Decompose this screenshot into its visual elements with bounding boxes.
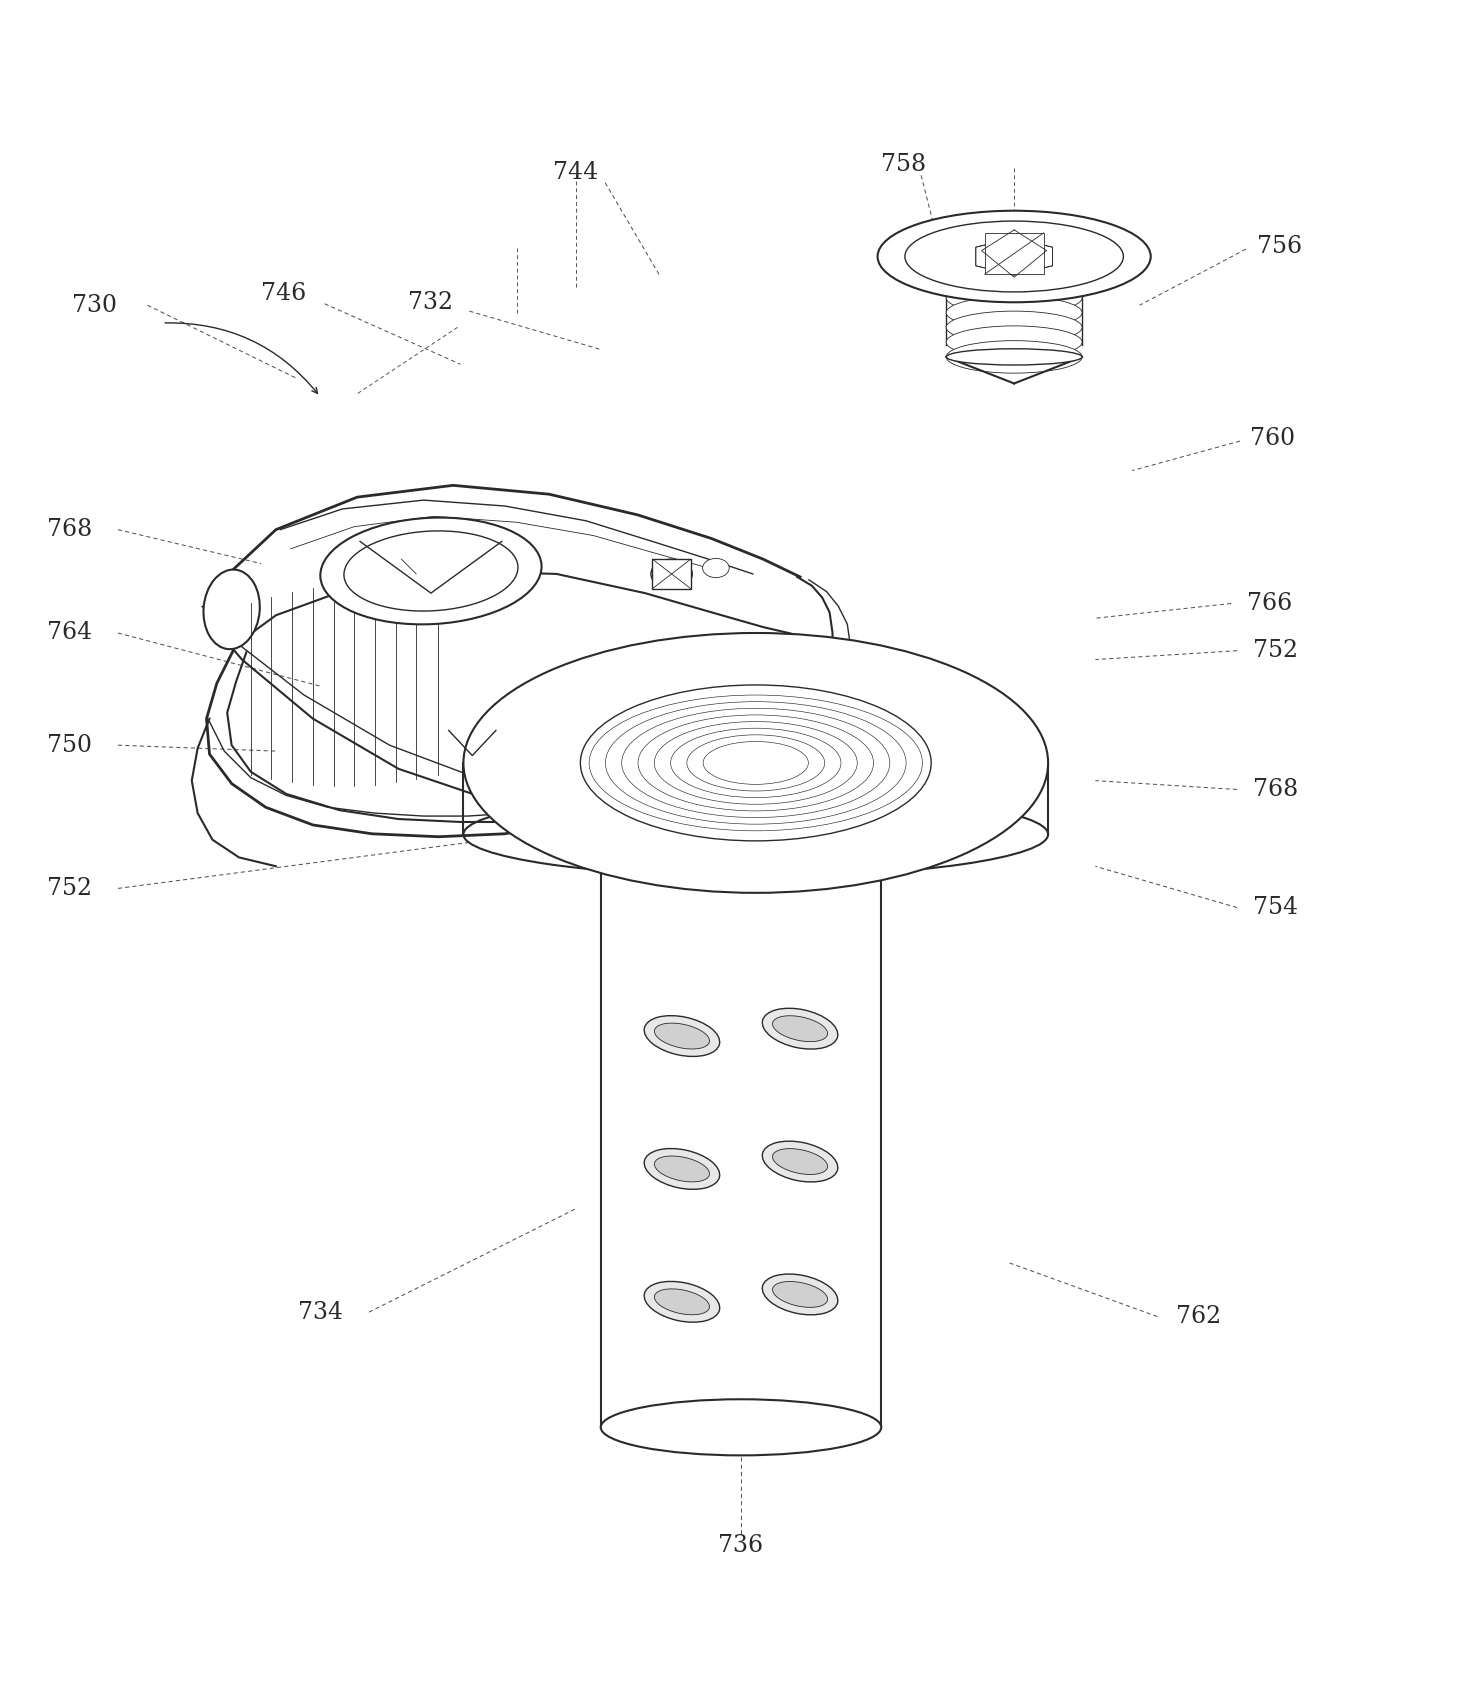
Ellipse shape	[581, 685, 931, 841]
Text: 736: 736	[719, 1534, 763, 1557]
Text: 762: 762	[1177, 1304, 1221, 1328]
Text: 754: 754	[1252, 896, 1298, 920]
Text: 730: 730	[71, 293, 117, 317]
Ellipse shape	[655, 1156, 710, 1182]
Text: 750: 750	[47, 734, 92, 756]
Ellipse shape	[645, 1148, 720, 1189]
Ellipse shape	[946, 312, 1082, 344]
Text: 756: 756	[1257, 235, 1303, 257]
Text: 752: 752	[1252, 639, 1298, 662]
Ellipse shape	[655, 1024, 710, 1049]
Ellipse shape	[320, 518, 541, 625]
Text: 758: 758	[880, 153, 926, 177]
Ellipse shape	[946, 267, 1082, 300]
Ellipse shape	[772, 1015, 827, 1042]
Ellipse shape	[645, 1281, 720, 1322]
Text: 746: 746	[261, 283, 305, 305]
Ellipse shape	[651, 559, 692, 589]
Bar	[652, 559, 691, 589]
Ellipse shape	[762, 1141, 837, 1182]
Ellipse shape	[344, 531, 519, 611]
Ellipse shape	[464, 634, 1048, 892]
Ellipse shape	[702, 559, 729, 577]
Ellipse shape	[645, 1015, 720, 1056]
Text: 766: 766	[1246, 593, 1292, 615]
Text: 744: 744	[553, 160, 599, 184]
Ellipse shape	[600, 787, 882, 828]
Bar	[984, 233, 1043, 274]
Text: 752: 752	[46, 877, 92, 899]
Ellipse shape	[762, 1274, 837, 1315]
Text: 764: 764	[46, 622, 92, 644]
Text: 768: 768	[1252, 778, 1298, 800]
Bar	[600, 807, 882, 1454]
Text: 760: 760	[1249, 426, 1295, 450]
Ellipse shape	[772, 1281, 827, 1308]
Ellipse shape	[464, 634, 1048, 892]
Ellipse shape	[203, 569, 259, 649]
Text: 732: 732	[409, 291, 453, 313]
Text: 734: 734	[298, 1301, 342, 1323]
Ellipse shape	[906, 221, 1123, 291]
Ellipse shape	[877, 211, 1150, 301]
Ellipse shape	[946, 281, 1082, 313]
Ellipse shape	[655, 1289, 710, 1315]
Ellipse shape	[946, 349, 1082, 364]
Ellipse shape	[946, 341, 1082, 373]
Ellipse shape	[772, 1148, 827, 1175]
Ellipse shape	[464, 792, 1048, 877]
Ellipse shape	[946, 325, 1082, 358]
Ellipse shape	[600, 1400, 882, 1456]
Ellipse shape	[762, 1008, 837, 1049]
Text: 768: 768	[46, 518, 92, 542]
Ellipse shape	[946, 296, 1082, 329]
